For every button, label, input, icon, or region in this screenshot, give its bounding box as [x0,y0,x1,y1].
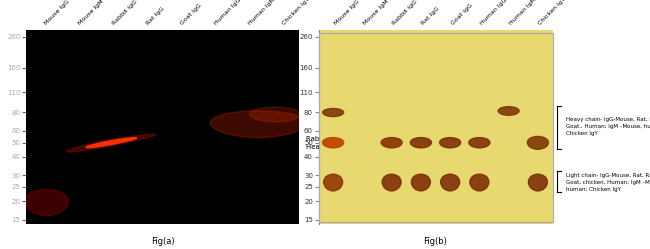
Text: Mouse IgM: Mouse IgM [77,0,105,26]
Ellipse shape [411,174,430,191]
Ellipse shape [211,111,306,138]
Text: Human IgM: Human IgM [248,0,277,26]
Ellipse shape [250,107,301,122]
Text: Heavy chain- IgG-Mouse, Rat, Rabbit,
Goat., Human; IgM –Mouse, human;
Chicken Ig: Heavy chain- IgG-Mouse, Rat, Rabbit, Goa… [566,117,650,136]
Text: Fig(b): Fig(b) [424,237,447,246]
Ellipse shape [382,174,401,191]
Text: Goat IgG: Goat IgG [450,2,473,26]
Ellipse shape [528,174,547,191]
Text: Chicken IgY: Chicken IgY [282,0,311,26]
Ellipse shape [322,109,344,117]
Ellipse shape [498,107,519,115]
Ellipse shape [24,189,69,216]
Text: Mouse IgG: Mouse IgG [333,0,360,26]
Ellipse shape [324,174,343,191]
Text: Rat IgG: Rat IgG [146,6,165,26]
Ellipse shape [86,138,136,148]
Text: Light chain- IgG-Mouse, Rat, Rabbit,
Goat, chicken, Human; IgM –Mouse,
human; Ch: Light chain- IgG-Mouse, Rat, Rabbit, Goa… [566,173,650,191]
Ellipse shape [527,136,549,149]
Text: Fig(a): Fig(a) [151,237,174,246]
Text: Human IgG: Human IgG [214,0,242,26]
Text: Mouse IgG: Mouse IgG [43,0,70,26]
Ellipse shape [410,138,432,148]
Ellipse shape [470,174,489,191]
Text: Rabbit IgG: Rabbit IgG [111,0,138,26]
Ellipse shape [381,138,402,148]
Text: Rat IgG: Rat IgG [421,6,441,26]
Text: Chicken IgY: Chicken IgY [538,0,567,26]
Text: Rabbit IgG: Rabbit IgG [391,0,419,26]
Ellipse shape [441,174,460,191]
Text: Goat IgG: Goat IgG [179,2,203,26]
Text: Human IgG: Human IgG [480,0,508,26]
Ellipse shape [469,138,490,148]
Text: Mouse IgM: Mouse IgM [363,0,390,26]
Text: Human IgM: Human IgM [508,0,538,26]
Ellipse shape [322,138,344,148]
Ellipse shape [439,138,461,148]
Ellipse shape [67,134,155,152]
Text: Rabbit IgG
Heavy Chain: Rabbit IgG Heavy Chain [306,135,350,150]
